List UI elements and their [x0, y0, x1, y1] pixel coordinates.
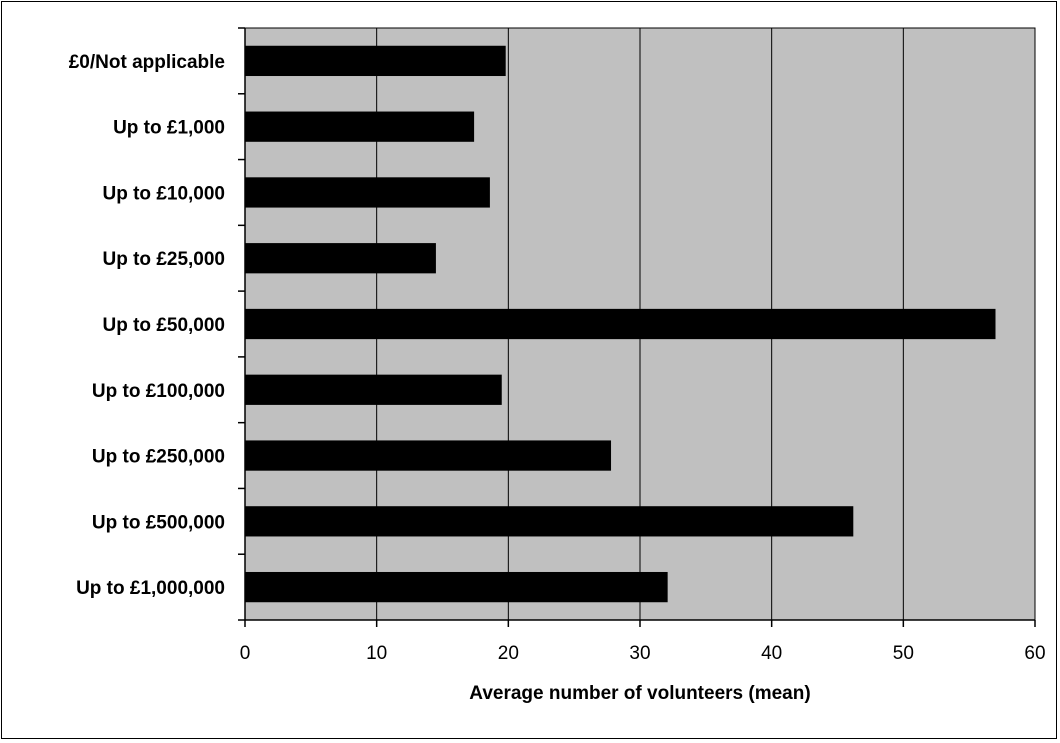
category-label: Up to £1,000: [113, 118, 225, 139]
bar: [245, 571, 668, 603]
x-tick-label: 20: [498, 643, 519, 664]
category-label: Up to £50,000: [103, 315, 226, 336]
category-label: Up to £25,000: [103, 249, 226, 270]
category-label: Up to £250,000: [92, 447, 225, 468]
bars: [245, 45, 996, 603]
category-label: Up to £100,000: [92, 381, 225, 402]
category-label: Up to £1,000,000: [76, 578, 225, 599]
x-tick-labels: 0 10 20 30 40 50 60: [240, 643, 1046, 664]
x-ticks: [244, 620, 1036, 627]
x-tick-label: 60: [1024, 643, 1045, 664]
x-tick-label: 10: [366, 643, 387, 664]
bar: [245, 177, 490, 208]
x-tick-label: 30: [629, 643, 650, 664]
x-axis-title: Average number of volunteers (mean): [469, 683, 810, 704]
x-tick-label: 40: [761, 643, 782, 664]
x-tick-label: 0: [240, 643, 251, 664]
bar: [245, 374, 502, 405]
y-ticks: [238, 27, 245, 621]
bar: [245, 506, 854, 537]
category-label: £0/Not applicable: [69, 52, 225, 73]
bar: [245, 440, 612, 471]
bar: [245, 111, 475, 142]
category-label: Up to £10,000: [103, 183, 226, 204]
category-label: Up to £500,000: [92, 512, 225, 533]
category-labels: £0/Not applicable Up to £1,000 Up to £10,0…: [69, 52, 225, 599]
bar: [245, 243, 436, 274]
bar: [245, 45, 506, 77]
bar: [245, 308, 996, 340]
x-tick-label: 50: [893, 643, 914, 664]
